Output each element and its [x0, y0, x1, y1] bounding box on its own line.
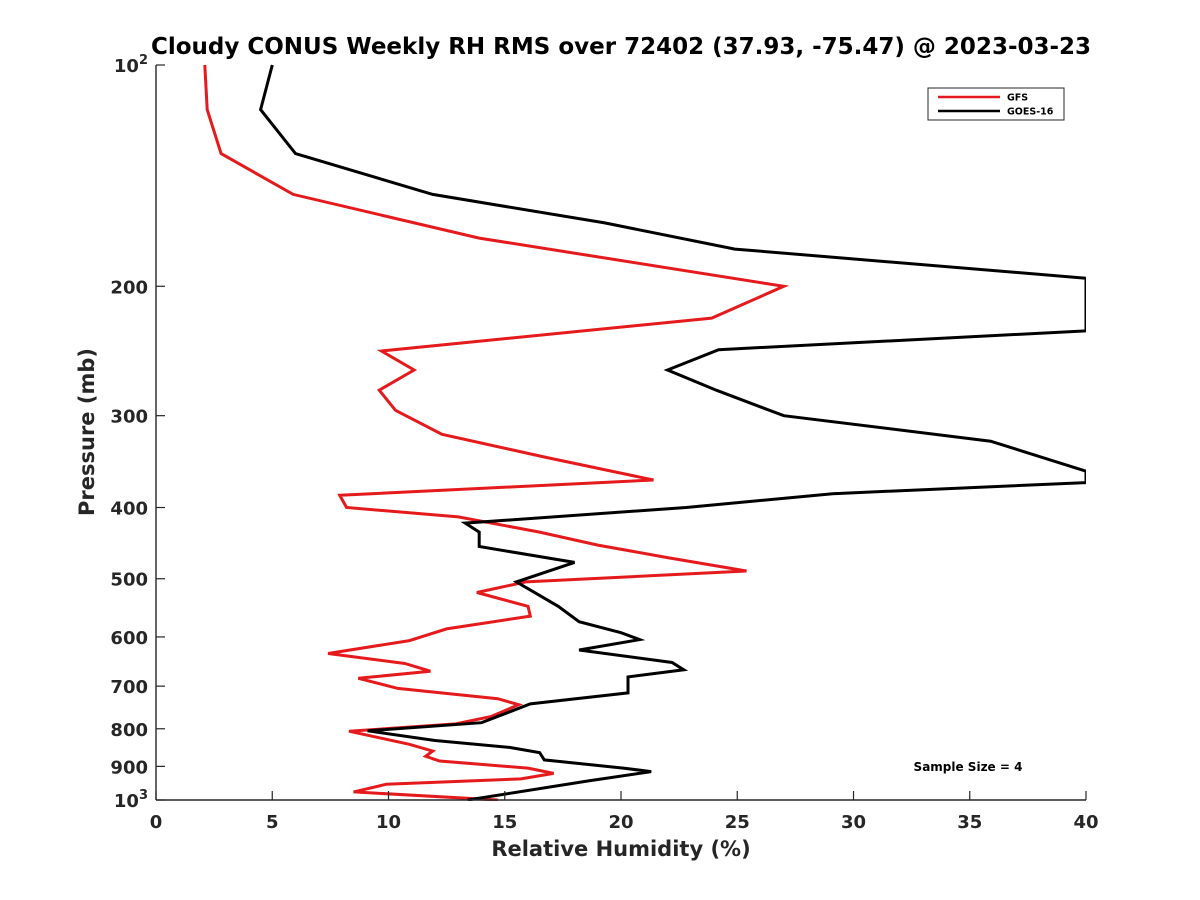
y-tick-label: 900 — [110, 757, 148, 778]
legend-box — [927, 87, 1065, 121]
sample-size-annotation: Sample Size = 4 — [914, 760, 1023, 774]
y-tick-label: 400 — [110, 499, 148, 520]
y-tick-label: 500 — [110, 570, 148, 591]
y-tick-label-exponent: 2 — [139, 53, 148, 68]
y-tick-label: 102 — [114, 53, 148, 77]
x-tick-label: 0 — [150, 812, 163, 833]
y-tick-label: 300 — [110, 407, 148, 428]
y-tick-label: 800 — [110, 720, 148, 741]
y-tick-label-base: 400 — [110, 499, 148, 520]
y-tick-label-base: 300 — [110, 407, 148, 428]
y-tick-label: 200 — [110, 277, 148, 298]
x-tick-label: 15 — [492, 812, 517, 833]
y-tick-label-base: 800 — [110, 720, 148, 741]
plot-area: 0 5 10 15 20 25 30 35 40 10220030040050060070080… — [110, 53, 1098, 833]
y-tick-label: 700 — [110, 677, 148, 698]
series-layer — [203, 64, 1086, 801]
series-line-gfs — [203, 64, 790, 801]
y-tick-label: 600 — [110, 628, 148, 649]
x-axis-ticks: 0 5 10 15 20 25 30 35 40 — [150, 791, 1099, 833]
y-axis-label: Pressure (mb) — [75, 348, 99, 516]
x-tick-label: 25 — [725, 812, 750, 833]
y-tick-label-base: 900 — [110, 757, 148, 778]
y-tick-label-exponent: 3 — [139, 788, 148, 803]
chart-title: Cloudy CONUS Weekly RH RMS over 72402 (3… — [151, 34, 1091, 60]
x-tick-label: 10 — [376, 812, 401, 833]
legend: GFS GOES-16 — [927, 87, 1065, 121]
x-tick-label: 5 — [266, 812, 279, 833]
y-tick-label-base: 200 — [110, 277, 148, 298]
x-axis-label: Relative Humidity (%) — [491, 837, 750, 861]
series-line-goes-16 — [258, 64, 1086, 801]
x-tick-label: 40 — [1073, 812, 1098, 833]
y-tick-label-base: 10 — [114, 56, 139, 77]
y-tick-label-base: 10 — [114, 791, 139, 812]
legend-items: GFS GOES-16 — [938, 93, 1054, 118]
x-tick-label: 20 — [608, 812, 633, 833]
y-tick-label-base: 600 — [110, 628, 148, 649]
x-tick-label: 35 — [957, 812, 982, 833]
y-tick-label: 103 — [114, 788, 148, 812]
y-tick-label-base: 700 — [110, 677, 148, 698]
y-tick-label-base: 500 — [110, 570, 148, 591]
legend-label: GFS — [1007, 93, 1028, 104]
x-tick-label: 30 — [841, 812, 866, 833]
legend-label: GOES-16 — [1007, 107, 1054, 118]
